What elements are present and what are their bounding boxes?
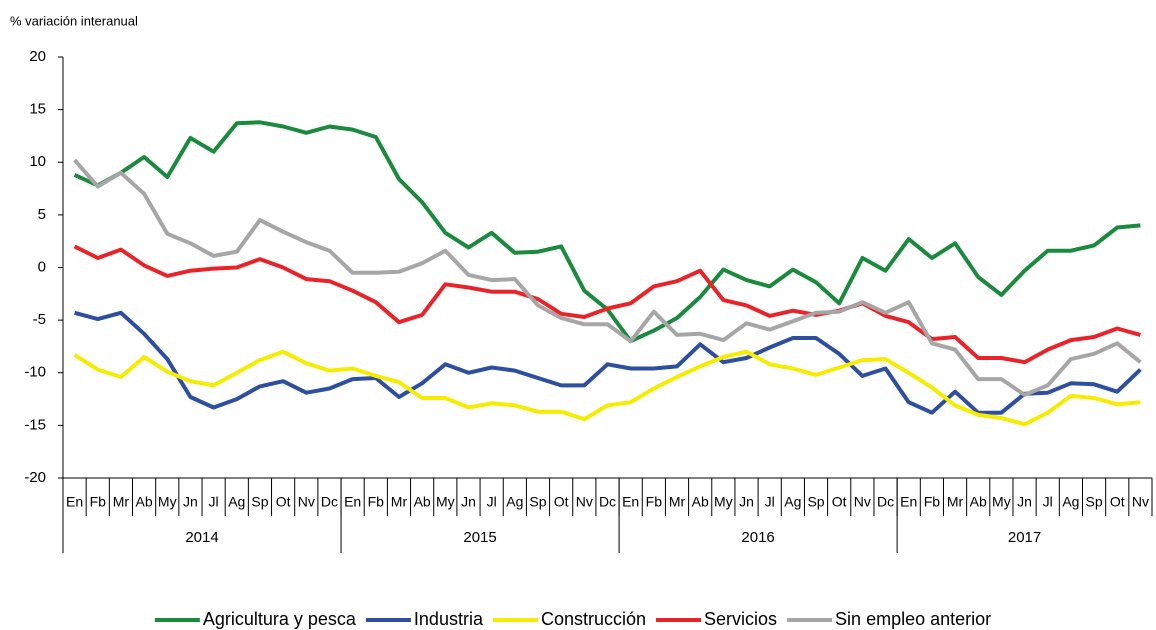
x-tick-label: Nv [298, 494, 315, 510]
legend-label: Construcción [541, 609, 646, 629]
series-line [73, 158, 1142, 397]
x-tick-label: Mr [113, 494, 130, 510]
x-tick-label: Ag [1062, 494, 1079, 510]
x-tick-label: Nv [576, 494, 593, 510]
x-tick-label: Mr [669, 494, 686, 510]
x-tick-label: Ab [970, 494, 987, 510]
y-tick-label: 20 [29, 48, 46, 65]
x-tick-label: Sp [1086, 494, 1103, 510]
y-tick-label: -15 [24, 416, 46, 433]
x-tick-label: Ab [136, 494, 153, 510]
x-tick-label: Mr [391, 494, 408, 510]
x-tick-label: Fb [924, 494, 941, 510]
y-tick-label: -5 [33, 311, 46, 328]
y-tick-label: 10 [29, 153, 46, 170]
series-line [73, 244, 1141, 365]
x-tick-label: Mr [947, 494, 964, 510]
x-tick-label: Jn [739, 494, 754, 510]
y-tick-label: -10 [24, 364, 46, 381]
legend-label: Industria [414, 609, 484, 629]
x-tick-label: Ab [692, 494, 709, 510]
x-tick-label: Dc [877, 494, 894, 510]
x-tick-label: My [436, 494, 455, 510]
legend-label: Sin empleo anterior [835, 609, 991, 629]
x-tick-label: Jl [765, 494, 775, 510]
x-tick-label: My [158, 494, 177, 510]
x-tick-label: Sp [529, 494, 546, 510]
x-tick-label: En [66, 494, 83, 510]
y-tick-label: -20 [24, 469, 46, 486]
x-tick-label: Ag [784, 494, 801, 510]
x-tick-label: En [900, 494, 917, 510]
x-tick-label: En [344, 494, 361, 510]
y-tick-label: 15 [29, 101, 46, 118]
x-tick-label: Jn [461, 494, 476, 510]
x-tick-label: Ag [506, 494, 523, 510]
x-tick-label: Dc [321, 494, 338, 510]
x-tick-label: Nv [854, 494, 871, 510]
y-axis-label: % variación interanual [10, 13, 138, 28]
x-tick-label: Ab [414, 494, 431, 510]
x-tick-label: Ot [1110, 494, 1125, 510]
series-line [73, 349, 1141, 427]
x-tick-label: Jn [183, 494, 198, 510]
x-tick-label: Dc [599, 494, 616, 510]
x-tick-label: Ag [228, 494, 245, 510]
x-tick-label: Jl [1043, 494, 1053, 510]
x-tick-label: Jl [487, 494, 497, 510]
y-tick-label: 5 [38, 206, 46, 223]
x-tick-label: Jl [209, 494, 219, 510]
x-tick-label: Sp [251, 494, 268, 510]
x-tick-label: Sp [807, 494, 824, 510]
x-tick-label: Fb [646, 494, 663, 510]
x-tick-label: Fb [368, 494, 385, 510]
x-tick-label: Ot [554, 494, 569, 510]
legend-label: Agricultura y pesca [203, 609, 357, 629]
year-label: 2015 [463, 529, 496, 546]
legend-label: Servicios [704, 609, 777, 629]
x-tick-label: My [714, 494, 733, 510]
x-tick-label: Jn [1017, 494, 1032, 510]
series-line [74, 310, 1142, 415]
x-tick-label: Nv [1132, 494, 1149, 510]
x-tick-label: En [622, 494, 639, 510]
x-tick-label: My [992, 494, 1011, 510]
x-tick-label: Ot [276, 494, 291, 510]
year-label: 2017 [1008, 529, 1041, 546]
year-label: 2014 [185, 529, 218, 546]
year-label: 2016 [741, 529, 774, 546]
x-tick-label: Fb [90, 494, 107, 510]
y-tick-label: 0 [38, 258, 46, 275]
x-tick-label: Ot [832, 494, 847, 510]
